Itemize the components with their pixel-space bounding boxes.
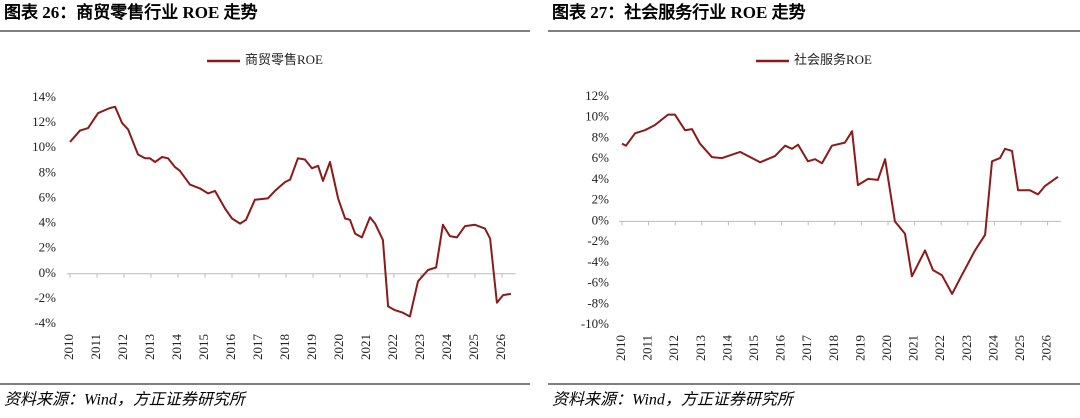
x-tick-label: 2012 (666, 335, 681, 361)
x-tick-label: 2018 (277, 334, 292, 360)
y-tick-label: 10% (585, 109, 609, 124)
y-tick-label: -4% (587, 254, 609, 269)
x-tick-label: 2025 (466, 334, 481, 360)
y-tick-label: 12% (585, 88, 609, 103)
x-tick-label: 2014 (719, 335, 734, 362)
x-tick-label: 2026 (1039, 335, 1054, 362)
y-tick-label: 6% (39, 189, 57, 204)
chart-title: 图表 26：商贸零售行业 ROE 走势 (4, 2, 258, 22)
x-tick-label: 2020 (879, 335, 894, 361)
x-tick-label: 2020 (331, 334, 346, 360)
y-tick-label: 12% (32, 114, 56, 129)
x-tick-label: 2018 (826, 335, 841, 361)
x-tick-label: 2019 (852, 335, 867, 361)
x-tick-label: 2025 (1012, 335, 1027, 361)
source-note: 资料来源：Wind，方正证券研究所 (4, 391, 248, 409)
x-tick-label: 2016 (773, 335, 788, 362)
x-tick-label: 2013 (142, 334, 157, 360)
series-line (621, 113, 1059, 295)
y-tick-label: 2% (592, 192, 610, 207)
y-tick-label: 6% (592, 150, 610, 165)
y-tick-label: -2% (587, 233, 609, 248)
x-tick-label: 2013 (693, 335, 708, 361)
y-tick-label: 8% (592, 129, 610, 144)
y-tick-label: 2% (39, 240, 57, 255)
x-tick-label: 2012 (115, 334, 130, 360)
x-tick-label: 2010 (61, 334, 76, 360)
x-tick-label: 2017 (799, 335, 814, 362)
series-line (69, 105, 512, 318)
x-tick-label: 2017 (250, 334, 265, 361)
x-tick-label: 2015 (746, 335, 761, 361)
chart-title: 图表 27：社会服务行业 ROE 走势 (552, 2, 806, 22)
y-tick-label: 10% (32, 139, 56, 154)
x-tick-label: 2022 (385, 334, 400, 360)
y-tick-label: 4% (39, 215, 57, 230)
y-tick-label: 0% (592, 212, 610, 227)
x-tick-label: 2016 (223, 334, 238, 361)
x-tick-label: 2023 (412, 334, 427, 360)
x-tick-label: 2022 (932, 335, 947, 361)
x-tick-label: 2026 (493, 334, 508, 361)
y-tick-label: -10% (581, 316, 609, 331)
x-tick-label: 2011 (88, 334, 103, 360)
y-tick-label: -6% (587, 275, 609, 290)
x-tick-label: 2011 (640, 335, 655, 361)
x-tick-label: 2010 (613, 335, 628, 361)
y-tick-label: 8% (39, 164, 57, 179)
y-tick-label: 4% (592, 171, 610, 186)
y-tick-label: 0% (39, 265, 57, 280)
x-tick-label: 2014 (169, 334, 184, 361)
legend-label: 社会服务ROE (794, 52, 872, 67)
y-tick-label: 14% (32, 89, 56, 104)
x-tick-label: 2021 (358, 334, 373, 360)
x-tick-label: 2024 (439, 334, 454, 361)
x-tick-label: 2024 (985, 335, 1000, 362)
y-tick-label: -8% (587, 295, 609, 310)
legend-label: 商贸零售ROE (245, 52, 323, 67)
x-tick-label: 2019 (304, 334, 319, 360)
x-tick-label: 2023 (959, 335, 974, 361)
x-tick-label: 2021 (906, 335, 921, 361)
y-tick-label: -4% (34, 315, 56, 330)
y-tick-label: -2% (34, 290, 56, 305)
x-tick-label: 2015 (196, 334, 211, 360)
source-note: 资料来源：Wind，方正证券研究所 (552, 391, 796, 409)
